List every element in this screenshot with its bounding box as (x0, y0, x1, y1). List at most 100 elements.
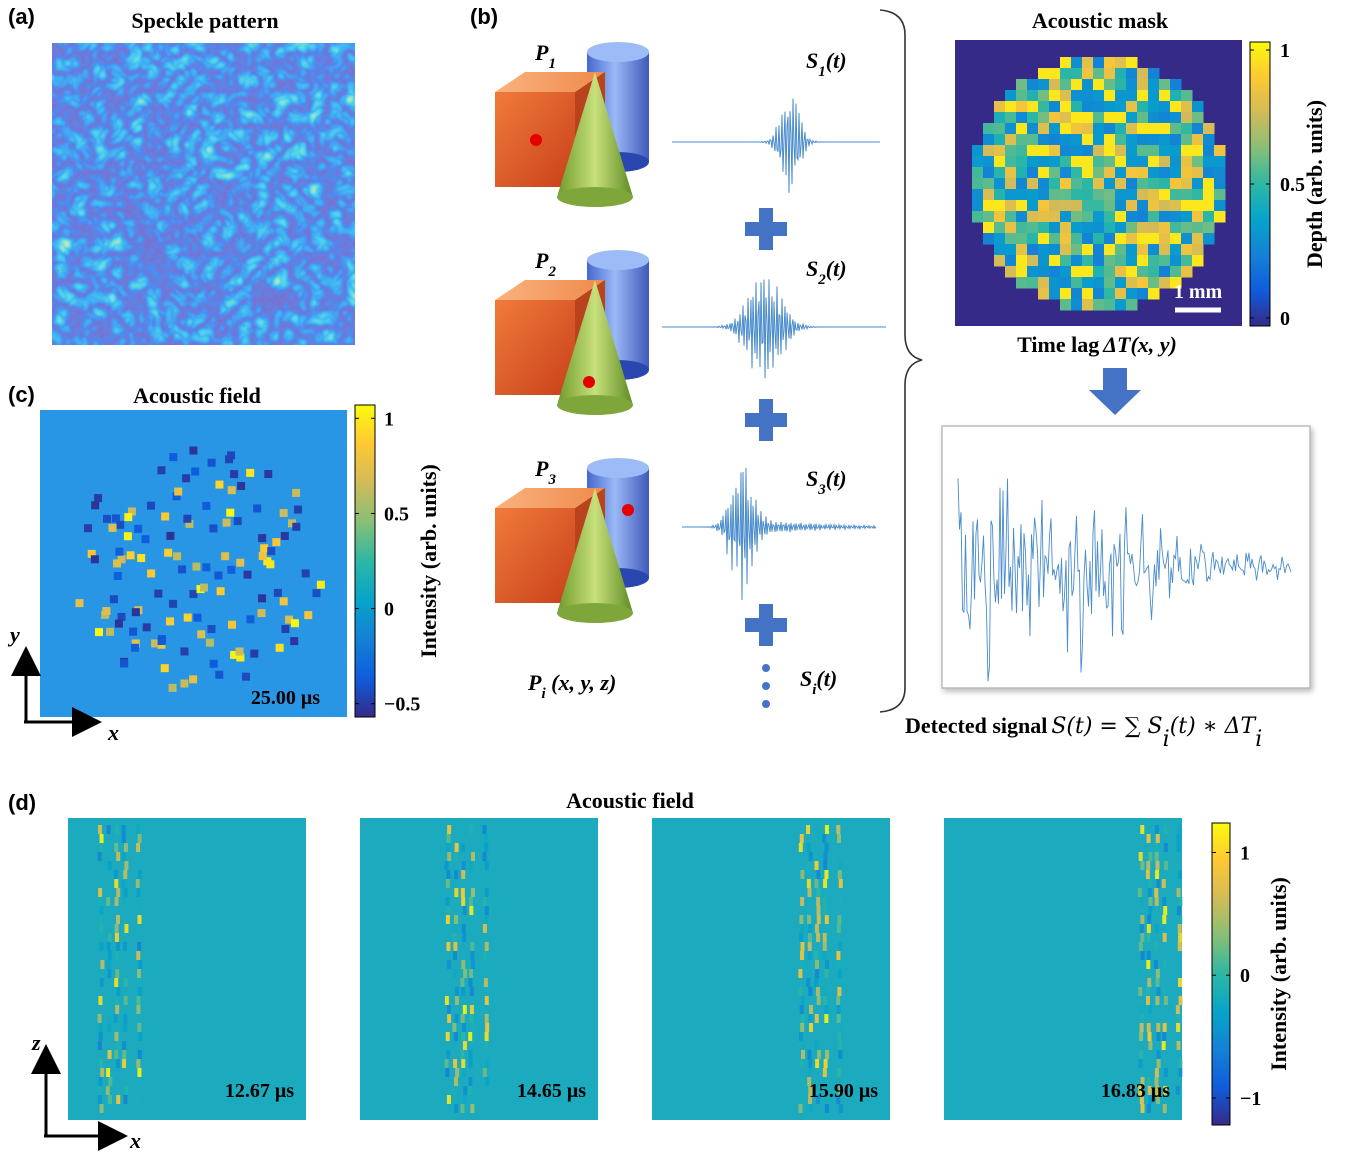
mask-cell (1093, 90, 1105, 102)
mask-cell (1005, 112, 1017, 124)
field-streak (816, 906, 820, 915)
field-streak (809, 852, 813, 861)
mask-cell (1082, 277, 1094, 289)
field-streak (483, 924, 487, 933)
field-cell (230, 470, 238, 478)
field-streak (1176, 1005, 1180, 1014)
mask-cell (1170, 134, 1182, 146)
mask-caption: Time lag ΔT(x, y) (1017, 332, 1177, 357)
axis-label: y (7, 622, 20, 647)
field-image (360, 818, 598, 1120)
caption-text: Time lag (1017, 332, 1099, 357)
mask-cell (1137, 79, 1149, 91)
field-streak (136, 1059, 140, 1068)
label-rest: (t) (826, 256, 847, 281)
mask-cell (1148, 211, 1160, 223)
mask-cell (1126, 222, 1138, 234)
mask-cell (983, 145, 995, 157)
field-cell (161, 512, 169, 520)
field-streak (806, 978, 810, 987)
mask-cell (1170, 266, 1182, 278)
mask-cell (972, 156, 984, 168)
mask-cell (1181, 90, 1193, 102)
field-cell (217, 587, 225, 595)
mask-cell (1027, 178, 1039, 190)
mask-cell (994, 244, 1006, 256)
field-cell (193, 614, 201, 622)
mask-cell (994, 200, 1006, 212)
mask-cell (1203, 123, 1215, 135)
field-streak (1140, 924, 1144, 933)
mask-cell (1038, 68, 1050, 80)
mask-cell (1181, 167, 1193, 179)
field-streak (1146, 861, 1150, 870)
field-cell (228, 621, 236, 629)
field-streak (446, 879, 450, 888)
mask-cell (1060, 222, 1072, 234)
field-streak (1147, 969, 1151, 978)
field-cell (184, 614, 192, 622)
field-streak (838, 1041, 842, 1050)
mask-cell (1082, 178, 1094, 190)
mask-cell (1181, 178, 1193, 190)
field-cell (246, 615, 254, 623)
field-cell (236, 559, 244, 567)
mask-cell (1170, 156, 1182, 168)
mask-cell (1115, 200, 1127, 212)
field-streak (801, 1014, 805, 1023)
colorbar-tick-label: 1 (1280, 40, 1290, 62)
label-sub: 3 (547, 472, 556, 488)
field-streak (1163, 825, 1167, 834)
mask-cell (1126, 156, 1138, 168)
field-streak (454, 1104, 458, 1113)
colorbar-label: Intensity (arb. units) (1266, 877, 1291, 1071)
field-cell (267, 547, 275, 555)
mask-cell (1126, 211, 1138, 223)
field-streak (1178, 825, 1182, 834)
mask-cell (1016, 112, 1028, 124)
field-streak (798, 987, 802, 996)
mask-cell (1071, 211, 1083, 223)
field-streak (1164, 1068, 1168, 1077)
field-streak (470, 1014, 474, 1023)
field-cell (260, 544, 268, 552)
field-streak (1177, 834, 1181, 843)
mask-cell (1005, 123, 1017, 135)
mask-cell (1082, 134, 1094, 146)
speckle-image (52, 43, 355, 345)
field-streak (837, 960, 841, 969)
field-cell (304, 611, 312, 619)
mask-cell (1104, 167, 1116, 179)
field-streak (1157, 987, 1161, 996)
mask-cell (1005, 101, 1017, 113)
mask-cell (1181, 112, 1193, 124)
field-streak (469, 861, 473, 870)
field-cell (281, 532, 289, 540)
mask-cell (1126, 134, 1138, 146)
field-streak (817, 915, 821, 924)
field-streak (123, 1014, 127, 1023)
mask-cell (1082, 112, 1094, 124)
field-streak (1155, 870, 1159, 879)
field-streak (1156, 1023, 1160, 1032)
field-streak (461, 870, 465, 879)
field-cell (137, 554, 145, 562)
field-cell (291, 619, 299, 627)
mask-cell (1005, 189, 1017, 201)
mask-cell (1137, 123, 1149, 135)
field-streak (108, 1077, 112, 1086)
field-streak (1164, 996, 1168, 1005)
mask-cell (1170, 101, 1182, 113)
field-streak (824, 870, 828, 879)
mask-cell (1148, 145, 1160, 157)
mask-cell (1126, 244, 1138, 256)
panel-title: Acoustic field (566, 788, 694, 813)
field-cell (290, 637, 298, 645)
field-streak (823, 906, 827, 915)
mask-cell (1016, 90, 1028, 102)
field-streak (461, 1059, 465, 1068)
field-cell (75, 599, 83, 607)
field-streak (485, 1014, 489, 1023)
mask-cell (983, 189, 995, 201)
mask-cell (994, 101, 1006, 113)
